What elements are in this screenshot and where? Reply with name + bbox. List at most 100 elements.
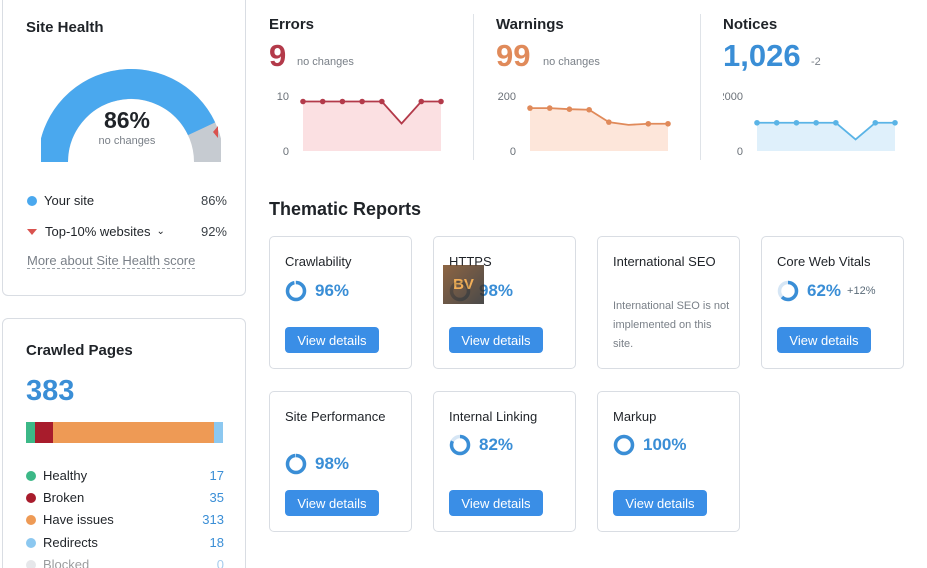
tile-title: Markup	[613, 409, 657, 424]
redirects-dot-icon	[26, 537, 36, 548]
sparkline-point	[319, 98, 326, 105]
sparkline-point	[793, 119, 800, 126]
view-details-button[interactable]: View details	[449, 490, 543, 516]
notices-label: Notices	[723, 16, 778, 33]
site-health-gauge	[41, 68, 221, 163]
progress-ring-icon	[449, 434, 471, 456]
crawled-bar-segment	[34, 422, 53, 443]
tile-score: 62% +12%	[777, 280, 875, 302]
tile-score-value: 98%	[479, 281, 514, 300]
y-tick-min: 0	[737, 146, 743, 156]
sparkline-point	[606, 119, 612, 125]
progress-ring-icon	[777, 280, 799, 302]
crawled-row-healthy[interactable]: Healthy 17	[26, 468, 224, 483]
sparkline-point	[813, 119, 819, 126]
thematic-reports-title: Thematic Reports	[269, 199, 422, 219]
sparkline-point	[359, 98, 365, 105]
site-health-card: Site Health 86% no changes Your site 86%…	[2, 0, 246, 296]
sparkline-point	[379, 98, 385, 105]
sparkline-point	[300, 98, 306, 105]
view-details-button[interactable]: View details	[449, 327, 543, 353]
legend-label: Top-10% websites	[45, 224, 151, 239]
sparkline-point	[833, 119, 839, 126]
row-value[interactable]: 0	[216, 557, 224, 568]
issues-dot-icon	[26, 514, 36, 525]
warnings-change: no changes	[543, 56, 600, 68]
notices-change: -2	[811, 56, 821, 68]
warnings-value[interactable]: 99	[496, 38, 531, 73]
crawled-row-blocked[interactable]: Blocked 0	[26, 557, 224, 568]
errors-sparkline: 10 0	[277, 91, 444, 156]
more-site-health-link[interactable]: More about Site Health score	[27, 253, 196, 269]
legend-value: 86%	[200, 193, 227, 208]
y-tick-min: 0	[510, 146, 516, 156]
legend-value: 92%	[200, 224, 227, 239]
crawled-row-broken[interactable]: Broken 35	[26, 490, 224, 505]
gauge-fill	[41, 68, 216, 163]
tile-core-web-vitals: Core Web Vitals 62% +12% View details	[761, 236, 904, 369]
watermark-logo: BV	[443, 265, 484, 304]
sparkline-line	[303, 100, 441, 125]
row-value[interactable]: 35	[209, 490, 224, 505]
chevron-down-icon[interactable]: ⌄	[156, 226, 165, 237]
ring-fill	[285, 280, 307, 302]
notices-value[interactable]: 1,026	[723, 38, 801, 73]
sparkline-point	[645, 120, 652, 127]
crawled-bar-segment	[213, 422, 223, 443]
crawled-pages-title: Crawled Pages	[26, 342, 133, 359]
tile-score-value: 62%	[807, 281, 842, 300]
top10-marker-icon	[213, 126, 218, 138]
crawled-pages-card: Crawled Pages 383 Healthy 17 Broken 35 H…	[2, 318, 246, 568]
progress-ring-icon	[613, 434, 635, 456]
tile-site-performance: Site Performance 98% View details	[269, 391, 412, 532]
errors-value[interactable]: 9	[269, 38, 287, 73]
row-value[interactable]: 313	[202, 512, 224, 527]
row-label: Blocked	[43, 557, 90, 568]
site-health-change: no changes	[98, 135, 156, 147]
row-label: Healthy	[43, 468, 88, 483]
view-details-button[interactable]: View details	[613, 490, 707, 516]
row-value[interactable]: 18	[209, 535, 224, 550]
y-tick-max: 200	[498, 91, 516, 103]
sparkline-point	[872, 119, 879, 126]
sparkline-point	[418, 98, 425, 105]
view-details-button[interactable]: View details	[285, 327, 379, 353]
sparkline-point	[438, 98, 444, 105]
warnings-label: Warnings	[496, 16, 564, 33]
row-value[interactable]: 17	[209, 468, 224, 483]
sparkline-point	[339, 98, 346, 105]
view-details-button[interactable]: View details	[777, 327, 871, 353]
sparkline-line	[530, 107, 668, 126]
tile-title: Site Performance	[285, 409, 386, 424]
blocked-dot-icon	[26, 559, 36, 568]
crawled-pages-count[interactable]: 383	[26, 375, 75, 407]
tile-https: HTTPS 98% View details	[433, 236, 576, 369]
crawled-row-redirects[interactable]: Redirects 18	[26, 535, 224, 550]
sparkline-point	[892, 119, 898, 126]
site-health-score: 86%	[103, 107, 151, 133]
sparkline-line	[757, 121, 895, 141]
legend-label: Your site	[44, 193, 95, 208]
tile-delta: +12%	[847, 285, 876, 297]
row-label: Redirects	[43, 535, 98, 550]
errors-metric: Errors 9 no changes 10 0	[269, 14, 474, 164]
ring-fill	[449, 434, 471, 456]
tile-markup: Markup 100% View details	[597, 391, 740, 532]
tile-score-value: 96%	[315, 281, 350, 300]
sparkline-area	[303, 101, 441, 151]
healthy-dot-icon	[26, 470, 36, 481]
view-details-button[interactable]: View details	[285, 490, 379, 516]
tile-international-seo: International SEO International SEO is n…	[597, 236, 740, 369]
row-label: Have issues	[43, 512, 114, 527]
crawled-pages-bar	[26, 422, 223, 443]
legend-top10[interactable]: Top-10% websites ⌄ 92%	[27, 224, 227, 239]
tile-crawlability: Crawlability 96% View details	[269, 236, 412, 369]
tile-score-value: 82%	[479, 435, 514, 454]
site-health-title: Site Health	[26, 19, 104, 36]
y-tick-max: 10	[277, 91, 289, 103]
sparkline-point	[546, 105, 553, 111]
crawled-row-have-issues[interactable]: Have issues 313	[26, 512, 224, 527]
crawled-bar-segment	[52, 422, 214, 443]
sparkline-point	[754, 119, 760, 126]
